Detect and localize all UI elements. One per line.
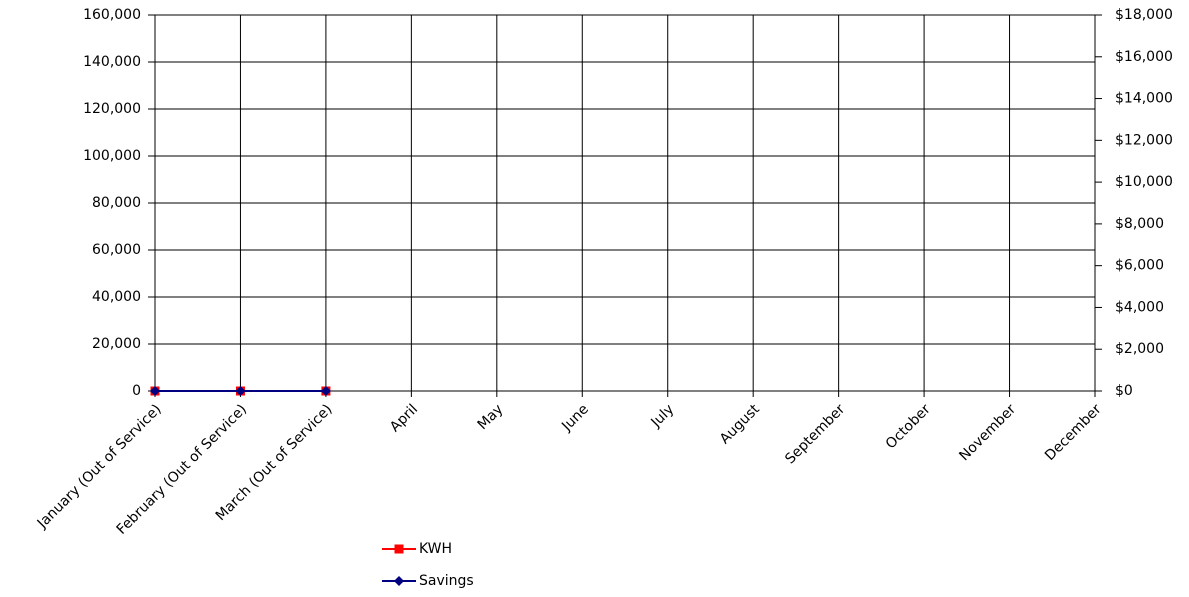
y2-tick-label: $0 <box>1115 383 1133 399</box>
y-tick-label: 60,000 <box>92 242 141 258</box>
x-tick-label: November <box>956 401 1019 464</box>
legend-swatch-marker <box>394 576 404 586</box>
data-point <box>320 386 331 396</box>
y-tick-label: 80,000 <box>92 195 141 211</box>
y-tick-label: 140,000 <box>83 54 141 70</box>
y2-tick-label: $12,000 <box>1115 132 1173 148</box>
y2-tick-label: $14,000 <box>1115 91 1173 107</box>
data-point <box>235 386 246 396</box>
x-tick-label: June <box>558 401 592 435</box>
x-tick-label: October <box>883 401 934 452</box>
legend-label: KWH <box>419 541 452 557</box>
x-tick-label: April <box>387 401 421 435</box>
y-tick-label: 20,000 <box>92 336 141 352</box>
x-tick-label: May <box>475 401 507 433</box>
y2-tick-label: $6,000 <box>1115 258 1164 274</box>
x-tick-label: August <box>717 401 763 447</box>
data-point <box>150 386 160 396</box>
y2-tick-label: $4,000 <box>1115 299 1164 315</box>
y-tick-label: 40,000 <box>92 289 141 305</box>
legend-swatch-marker <box>394 544 404 554</box>
y-tick-label: 0 <box>132 383 141 399</box>
x-tick-label: September <box>782 401 848 467</box>
y2-tick-label: $18,000 <box>1115 7 1173 23</box>
y-tick-label: 100,000 <box>83 148 141 164</box>
x-tick-label: July <box>648 401 678 431</box>
y2-tick-label: $10,000 <box>1115 174 1173 190</box>
y2-tick-label: $2,000 <box>1115 341 1164 357</box>
x-tick-label: December <box>1042 401 1105 464</box>
y-tick-label: 120,000 <box>83 101 141 117</box>
legend-label: Savings <box>419 573 474 589</box>
y-tick-label: 160,000 <box>83 7 141 23</box>
y2-tick-label: $16,000 <box>1115 49 1173 65</box>
y2-tick-label: $8,000 <box>1115 216 1164 232</box>
